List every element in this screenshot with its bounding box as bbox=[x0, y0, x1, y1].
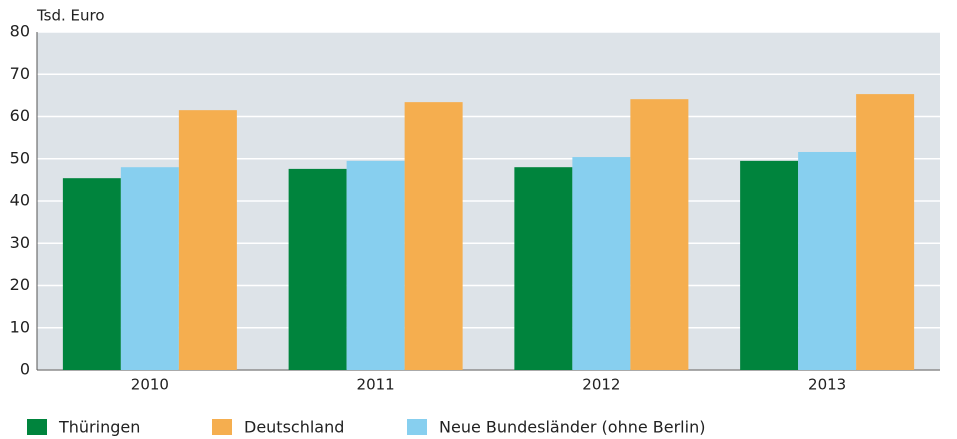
legend-label: Thüringen bbox=[58, 418, 140, 437]
legend-swatch bbox=[212, 419, 232, 435]
y-tick-label: 30 bbox=[10, 233, 30, 252]
bar bbox=[856, 94, 915, 371]
bar bbox=[798, 151, 857, 370]
y-axis-label: Tsd. Euro bbox=[36, 7, 105, 25]
x-tick-label: 2013 bbox=[808, 376, 846, 394]
legend-label: Neue Bundesländer (ohne Berlin) bbox=[439, 418, 705, 437]
bar bbox=[630, 99, 689, 371]
y-tick-label: 20 bbox=[10, 275, 30, 294]
bar bbox=[404, 102, 463, 370]
y-tick-label: 60 bbox=[10, 106, 30, 125]
legend-swatch bbox=[407, 419, 427, 435]
bar bbox=[572, 157, 631, 370]
bar bbox=[62, 178, 121, 370]
y-tick-label: 0 bbox=[20, 360, 30, 379]
bar bbox=[120, 167, 179, 370]
y-tick-label: 80 bbox=[10, 22, 30, 41]
bar bbox=[178, 110, 237, 370]
y-tick-label: 70 bbox=[10, 64, 30, 83]
bar bbox=[288, 168, 347, 370]
y-tick-label: 50 bbox=[10, 148, 30, 167]
bar bbox=[346, 160, 405, 370]
bar bbox=[740, 160, 799, 370]
y-tick-label: 10 bbox=[10, 317, 30, 336]
legend-swatch bbox=[27, 419, 47, 435]
x-tick-label: 2012 bbox=[582, 376, 620, 394]
x-tick-label: 2010 bbox=[131, 376, 169, 394]
y-tick-label: 40 bbox=[10, 191, 30, 210]
legend-label: Deutschland bbox=[244, 418, 344, 437]
x-tick-label: 2011 bbox=[357, 376, 395, 394]
bar bbox=[514, 167, 573, 370]
